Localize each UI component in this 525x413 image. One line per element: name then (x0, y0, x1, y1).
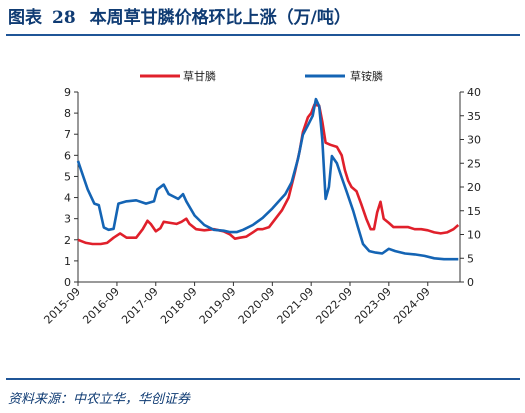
x-tick-label: 2018-09 (158, 285, 200, 327)
chart-axes: 0 1 2 3 4 5 6 7 8 9 0 5 10 15 20 25 30 35 40 2015-092016-09… (41, 86, 481, 327)
title-divider (6, 34, 520, 36)
figure-title-text: 本周草甘膦价格环比上涨（万/吨） (89, 8, 351, 28)
right-y-tick-label: 25 (467, 157, 481, 170)
x-tick-label: 2016-09 (80, 285, 122, 327)
legend-label-1: 草甘膦 (183, 70, 216, 83)
left-y-tick-label: 8 (64, 107, 71, 120)
right-y-tick-label: 40 (467, 86, 481, 99)
chart-legend: 草甘膦 草铵膦 (140, 69, 383, 83)
source-divider (6, 378, 520, 380)
x-tick-label: 2021-09 (275, 285, 317, 327)
right-y-tick-label: 35 (467, 110, 481, 123)
left-y-tick-label: 4 (64, 192, 71, 205)
x-tick-label: 2022-09 (313, 285, 355, 327)
source-note: 资料来源：中农立华，华创证券 (8, 392, 191, 407)
series-line-1 (77, 103, 460, 246)
right-y-tick-label: 0 (467, 276, 474, 289)
series-line-2 (76, 97, 459, 261)
figure-label: 图表 (8, 8, 42, 28)
x-tick-label: 2023-09 (352, 285, 394, 327)
left-y-tick-label: 2 (64, 234, 71, 247)
left-y-tick-label: 5 (64, 170, 71, 183)
x-tick-label: 2020-09 (236, 285, 278, 327)
left-y-tick-label: 6 (64, 149, 71, 162)
left-y-tick-label: 7 (64, 128, 71, 141)
x-tick-label: 2015-09 (41, 285, 83, 327)
x-tick-label: 2024-09 (391, 285, 433, 327)
x-tick-label: 2019-09 (197, 285, 239, 327)
figure-number: 28 (52, 8, 76, 28)
right-y-tick-label: 30 (467, 134, 481, 147)
right-y-tick-label: 10 (467, 229, 481, 242)
figure-title: 图表 28 本周草甘膦价格环比上涨（万/吨） (8, 3, 351, 28)
right-y-tick-label: 20 (467, 181, 481, 194)
x-tick-label: 2017-09 (119, 285, 161, 327)
chart-series-lines (76, 97, 460, 261)
left-y-tick-label: 3 (64, 213, 71, 226)
left-y-tick-label: 0 (64, 276, 71, 289)
legend-label-2: 草铵膦 (350, 69, 383, 83)
right-y-tick-label: 5 (467, 252, 474, 265)
left-y-tick-label: 9 (64, 86, 71, 99)
left-y-tick-label: 1 (64, 255, 71, 268)
right-y-tick-label: 15 (467, 205, 481, 218)
